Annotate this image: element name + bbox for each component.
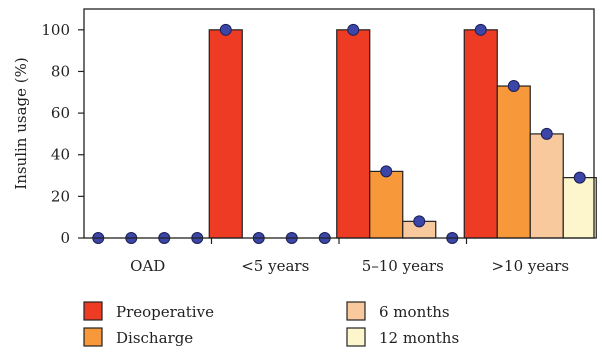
x-category-label: 5–10 years: [362, 257, 444, 275]
x-category-label: OAD: [130, 257, 165, 275]
legend-label: 12 months: [379, 329, 459, 347]
y-axis-label: Insulin usage (%): [12, 57, 30, 189]
axes: 0 20 40 60 80 100 OAD <5 years 5–10 years >10 yea…: [41, 8, 595, 275]
legend: Preoperative Discharge 6 months 12 months: [83, 301, 459, 347]
bar: [463, 29, 498, 239]
bar: [369, 170, 404, 239]
data-point: [347, 23, 360, 36]
legend-label: Discharge: [116, 329, 193, 347]
bar: [496, 85, 531, 239]
data-point: [474, 23, 487, 36]
legend-swatch: [346, 327, 366, 347]
data-point: [413, 215, 426, 228]
bar: [336, 29, 371, 239]
data-point: [380, 165, 393, 178]
data-point: [573, 171, 586, 184]
y-tick-label: 60: [51, 104, 70, 122]
x-category-label: >10 years: [491, 257, 569, 275]
legend-swatch: [83, 327, 103, 347]
bar: [562, 177, 597, 239]
legend-swatch: [83, 301, 103, 321]
y-tick-label: 100: [41, 21, 70, 39]
y-tick-label: 0: [60, 229, 70, 247]
data-point: [507, 80, 520, 93]
legend-label: 6 months: [379, 303, 450, 321]
y-tick-label: 20: [51, 187, 70, 205]
data-point: [219, 23, 232, 36]
bars: [208, 29, 597, 239]
bar: [208, 29, 243, 239]
y-tick-label: 40: [51, 146, 70, 164]
x-category-label: <5 years: [241, 257, 309, 275]
legend-swatch: [346, 301, 366, 321]
bar: [529, 133, 564, 239]
legend-label: Preoperative: [116, 303, 214, 321]
data-point: [540, 127, 553, 140]
y-tick-label: 80: [51, 62, 70, 80]
